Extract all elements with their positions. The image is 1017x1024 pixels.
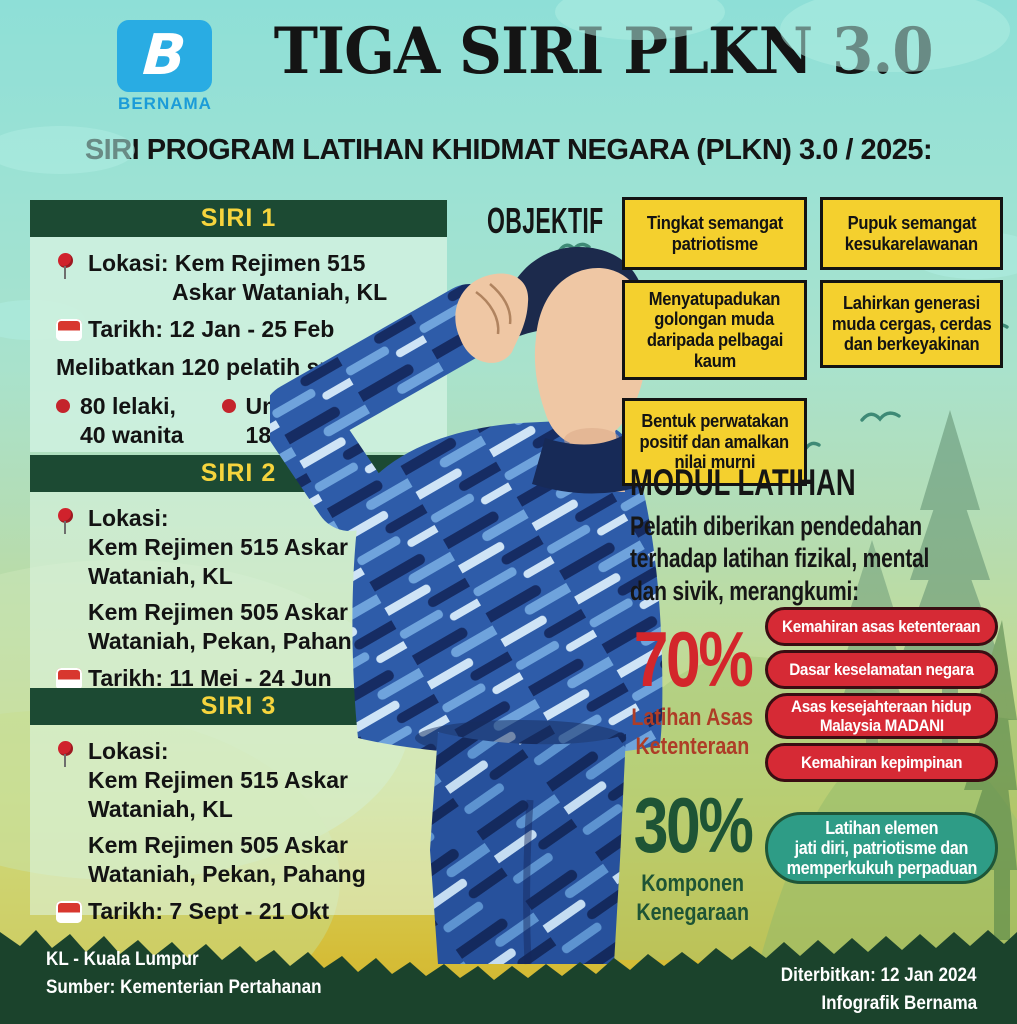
map-pin-icon	[58, 741, 73, 767]
footer-left: KL - Kuala Lumpur Sumber: Kementerian Pe…	[46, 946, 352, 1001]
military-pill-2: Dasar keselamatan negara	[765, 650, 998, 689]
date-label: Tarikh:	[88, 315, 163, 342]
date-row: Tarikh: 12 Jan - 25 Feb	[56, 315, 433, 344]
footer-credit: Infografik Bernama	[821, 992, 977, 1014]
gender-stat: 80 lelaki, 40 wanita	[56, 392, 184, 450]
siri-3-body: Lokasi: Kem Rejimen 515 Askar Wataniah, …	[30, 725, 447, 924]
footer-right: Diterbitkan: 12 Jan 2024 Infografik Bern…	[759, 962, 977, 1017]
calendar-icon	[56, 318, 82, 341]
date-label: Tarikh:	[88, 897, 163, 924]
subtitle: SIRI PROGRAM LATIHAN KHIDMAT NEGARA (PLK…	[84, 134, 933, 166]
location-value: Kem Rejimen 515	[174, 250, 366, 276]
civic-caption: Komponen Kenegaraan	[636, 870, 749, 926]
military-caption: Latihan Asas Ketenteraan	[631, 704, 754, 760]
bullet-icon	[221, 399, 236, 413]
modul-heading: MODUL LATIHAN	[630, 462, 856, 503]
location-label: Lokasi:	[88, 738, 169, 764]
military-percent-block: 70% Latihan Asas Ketenteraan	[600, 615, 785, 762]
military-pill-1: Kemahiran asas ketenteraan	[765, 607, 998, 646]
military-pill-4: Kemahiran kepimpinan	[765, 743, 998, 782]
grass-silhouette	[0, 930, 1017, 1024]
map-pin-icon	[58, 508, 73, 534]
objective-box-1: Tingkat semangat patriotisme	[622, 197, 807, 270]
bernama-logo-text: BERNAMA	[118, 94, 212, 113]
percent-30: 30%	[633, 781, 754, 869]
location-row: Lokasi: Kem Rejimen 515 Askar Wataniah, …	[56, 249, 433, 307]
location-value-line2: Askar Wataniah, KL	[172, 278, 388, 305]
date-row: Tarikh: 7 Sept - 21 Okt	[56, 897, 433, 926]
location-label: Lokasi:	[88, 250, 169, 276]
footer-source: Sumber: Kementerian Pertahanan	[46, 976, 322, 998]
map-pin-icon	[58, 253, 73, 279]
objective-box-5: Bentuk perwatakan positif dan amalkan ni…	[622, 398, 807, 486]
siri-1-header: SIRI 1	[30, 200, 447, 237]
location-label: Lokasi:	[88, 505, 169, 531]
objektif-heading: OBJEKTIF	[487, 200, 604, 241]
soldier-hand	[455, 273, 529, 363]
bullet-icon	[56, 399, 70, 413]
modul-intro: Pelatih diberikan pendedahan terhadap la…	[630, 511, 930, 606]
objective-box-4: Lahirkan generasi muda cergas, cerdas da…	[820, 280, 1003, 368]
calendar-icon	[56, 667, 82, 690]
soldier-illustration	[270, 246, 663, 965]
date-label: Tarikh:	[88, 664, 163, 691]
military-pill-3: Asas kesejahteraan hidup Malaysia MADANI	[765, 693, 998, 739]
date-row: Tarikh: 11 Mei - 24 Jun	[56, 664, 433, 693]
date-value: 11 Mei - 24 Jun	[169, 664, 332, 691]
objective-box-3: Menyatupadukan golongan muda daripada pe…	[622, 280, 807, 380]
soldier-arm	[270, 284, 506, 531]
objective-box-2: Pupuk semangat kesukarelawanan	[820, 197, 1003, 270]
date-value: 12 Jan - 25 Feb	[169, 315, 335, 342]
civic-pill: Latihan elemen jati diri, patriotisme da…	[765, 812, 998, 884]
calendar-icon	[56, 900, 82, 923]
location-row: Lokasi: Kem Rejimen 515 Askar Wataniah, …	[56, 504, 433, 656]
percent-70: 70%	[633, 615, 754, 703]
footer-legend: KL - Kuala Lumpur	[46, 949, 199, 970]
soldier-face	[534, 267, 649, 446]
location-row: Lokasi: Kem Rejimen 515 Askar Wataniah, …	[56, 737, 433, 889]
soldier-torso	[352, 420, 663, 756]
civic-percent-block: 30% Komponen Kenegaraan	[600, 781, 785, 928]
bernama-b-icon: B	[117, 20, 212, 92]
siri-3-card: SIRI 3 Lokasi: Kem Rejimen 515 Askar Wat…	[30, 688, 447, 924]
footer-published: Diterbitkan: 12 Jan 2024	[781, 965, 977, 986]
soldier-pants	[430, 732, 626, 964]
date-value: 7 Sept - 21 Okt	[169, 897, 330, 924]
